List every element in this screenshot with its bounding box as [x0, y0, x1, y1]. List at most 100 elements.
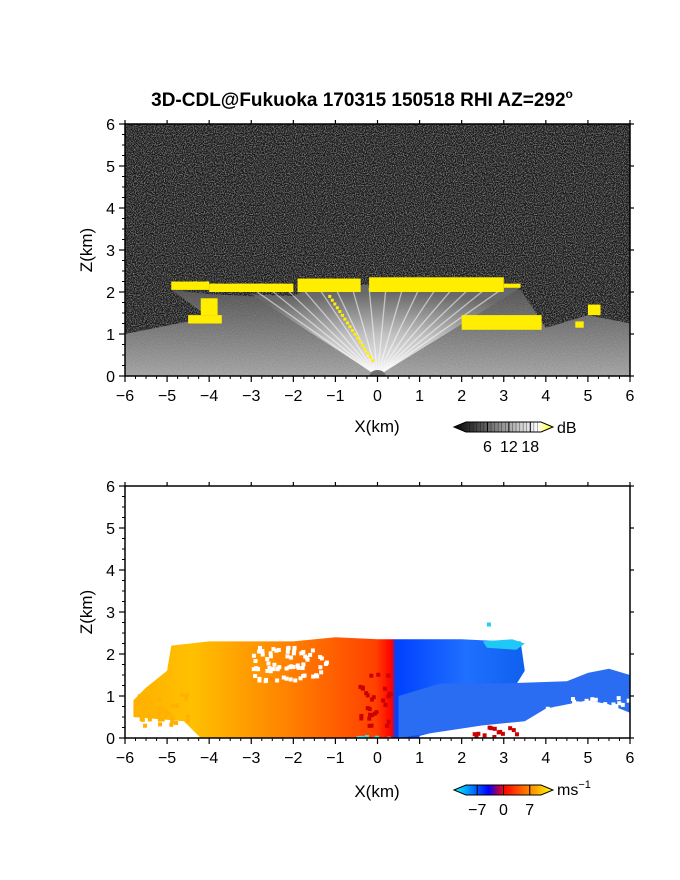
cloud-echo — [587, 304, 601, 316]
x-tick-label: −3 — [242, 750, 260, 767]
speckle — [257, 649, 262, 654]
speckle — [146, 695, 151, 700]
speckle — [272, 662, 277, 667]
speckle — [595, 713, 600, 718]
x-tick-label: −2 — [284, 388, 302, 405]
speckle — [277, 665, 282, 670]
speckle — [367, 707, 372, 712]
y-tick-label: 6 — [106, 117, 115, 134]
speckle — [476, 731, 481, 736]
speckle — [166, 711, 171, 716]
echo-dot — [343, 317, 347, 321]
colorbar-ticks: 6 12 18 — [469, 422, 539, 456]
x-tick-label: 6 — [626, 750, 635, 767]
speckle — [263, 679, 268, 684]
x-tick-label: 4 — [541, 750, 550, 767]
speckle — [147, 717, 152, 722]
echo-dot — [363, 347, 367, 351]
cloud-echo — [575, 321, 584, 328]
speckle — [253, 666, 258, 671]
speckle — [597, 707, 602, 712]
speckle — [371, 695, 376, 700]
cloud-echo — [188, 315, 222, 324]
speckle — [368, 712, 373, 717]
speckle — [158, 710, 163, 715]
speckle — [482, 733, 487, 738]
y-tick-label: 6 — [106, 479, 115, 496]
beam-ray — [376, 287, 437, 376]
speckle — [552, 713, 557, 718]
speckle — [318, 654, 323, 659]
beam-ray — [267, 287, 378, 376]
speckle — [174, 720, 179, 725]
backscatter-colorbar: 6 12 18 dB — [452, 420, 577, 456]
beam-ray — [368, 287, 379, 376]
speckle — [383, 686, 388, 691]
speckle — [364, 734, 369, 738]
echo-dot — [330, 298, 334, 302]
y-tick-label: 3 — [106, 605, 115, 622]
speckle — [570, 697, 575, 702]
beam-ray — [376, 287, 404, 376]
beam-ray — [376, 287, 387, 376]
echo-dot — [356, 336, 360, 340]
speckle — [374, 710, 379, 715]
speckle — [311, 674, 316, 679]
speckle — [584, 716, 589, 721]
speckle — [185, 714, 190, 719]
cloud-echo — [171, 281, 210, 290]
speckle — [268, 651, 273, 656]
speckle — [617, 701, 622, 706]
velocity-colorbar: −7 0 7 ms−1 — [452, 779, 591, 819]
speckle — [584, 706, 589, 711]
speckle — [388, 692, 393, 697]
beam-ray — [377, 287, 471, 376]
beam-ray — [284, 287, 378, 376]
colorbar-tick-label: 12 — [500, 439, 518, 456]
speckle — [375, 735, 380, 738]
echo-dot — [368, 355, 372, 359]
x-tick-label: 5 — [583, 388, 592, 405]
speckle — [616, 696, 621, 701]
speckle — [508, 726, 513, 731]
speckle — [299, 651, 304, 656]
backscatter-y-axis-label: Z(km) — [77, 228, 96, 272]
speckle — [271, 647, 276, 652]
speckle — [359, 716, 364, 721]
speckle — [170, 720, 175, 725]
echo-dot — [358, 340, 362, 344]
speckle — [251, 653, 256, 658]
speckle — [386, 694, 391, 699]
lidar-site — [369, 370, 386, 376]
speckle — [584, 711, 589, 716]
speckle — [288, 655, 293, 660]
y-tick-label: 4 — [106, 563, 115, 580]
echo-dot — [333, 302, 337, 306]
speckle — [295, 663, 300, 668]
speckle — [170, 715, 175, 720]
speckle — [184, 696, 189, 701]
speckle — [614, 704, 619, 709]
speckle — [298, 676, 303, 681]
speckle — [500, 731, 505, 736]
beam-ray — [377, 287, 488, 376]
speckle — [275, 667, 280, 672]
speckle — [367, 723, 372, 728]
y-tick-label: 1 — [106, 327, 115, 344]
speckle — [584, 698, 589, 703]
speckle — [276, 647, 281, 652]
speckle — [266, 661, 271, 666]
backscatter-x-axis-label: X(km) — [354, 417, 399, 436]
x-tick-label: −2 — [284, 750, 302, 767]
speckle — [593, 697, 598, 702]
speckle — [180, 692, 185, 697]
speckle — [314, 673, 319, 678]
echo-dot — [345, 321, 349, 325]
speckle — [383, 702, 388, 707]
speckle — [169, 722, 174, 727]
x-tick-label: −1 — [326, 750, 344, 767]
speckle — [291, 651, 296, 656]
beam-ray — [318, 287, 379, 376]
speckle — [381, 698, 386, 703]
